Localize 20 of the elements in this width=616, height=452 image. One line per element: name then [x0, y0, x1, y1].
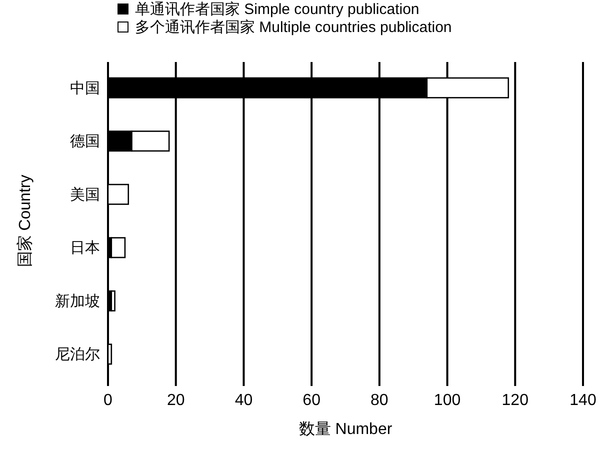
y-tick-label: 中国 [70, 80, 100, 97]
x-tick-label: 80 [370, 392, 388, 409]
y-tick-label: 美国 [70, 186, 100, 204]
x-tick-label: 140 [570, 392, 596, 409]
x-axis-title: 数量 Number [298, 421, 393, 438]
y-axis-title: 国家 Country [16, 174, 34, 268]
legend-label: 单通讯作者国家 Simple country publication [135, 1, 420, 18]
y-tick-label: 尼泊尔 [55, 346, 100, 364]
bar [110, 237, 126, 258]
y-tick-label: 德国 [70, 133, 100, 150]
x-tick-label: 0 [104, 392, 113, 409]
x-tick-label: 40 [234, 392, 253, 409]
y-tick-label: 新加坡 [55, 292, 100, 310]
x-tick-label: 120 [502, 392, 529, 409]
x-tick-label: 60 [302, 392, 321, 409]
y-tick-label: 日本 [70, 240, 100, 257]
legend-label: 多个通讯作者国家 Multiple countries publication [135, 19, 452, 36]
x-tick-label: 100 [434, 392, 461, 409]
x-tick-label: 20 [166, 392, 185, 409]
bar [110, 290, 116, 312]
